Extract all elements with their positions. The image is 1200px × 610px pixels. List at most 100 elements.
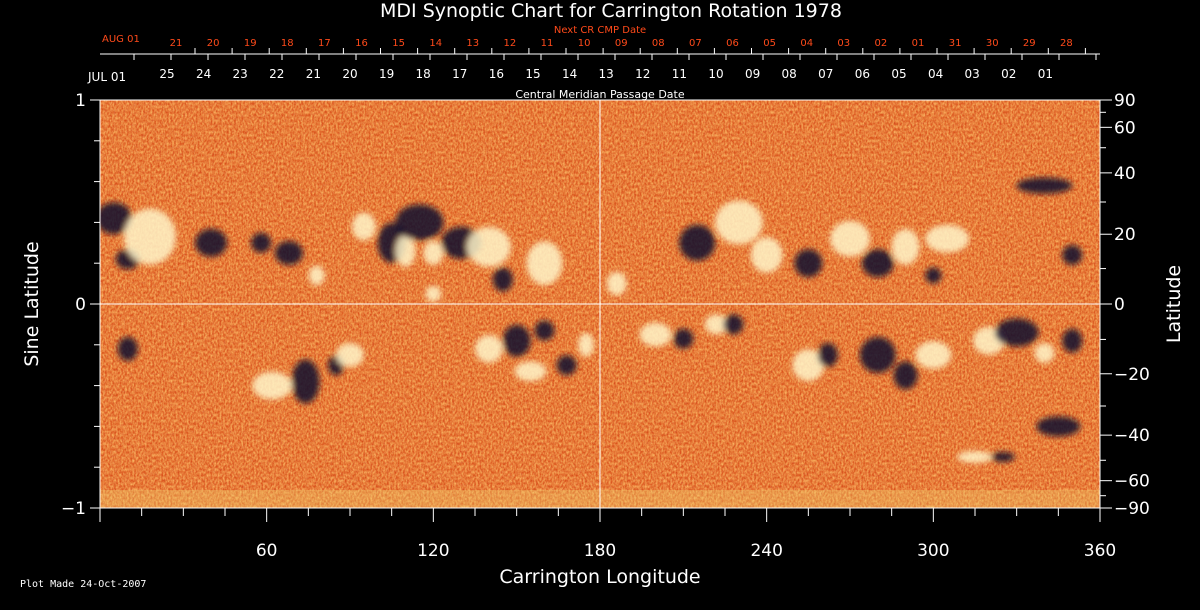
next-cr-date-label: 05 <box>763 38 776 49</box>
cmp-date-label: 25 <box>159 67 174 81</box>
y-right-tick-label: −40 <box>1114 426 1150 446</box>
x-axis-ticks: 60 120 180 240 300 360 <box>99 508 1116 561</box>
next-cr-date-label: 17 <box>318 38 331 49</box>
active-region-mark <box>474 334 503 363</box>
cmp-date-label: 24 <box>196 67 211 81</box>
next-cr-date-label: 13 <box>466 38 479 49</box>
active-region-mark <box>534 320 555 341</box>
next-cr-date-label: 15 <box>392 38 405 49</box>
active-region-mark <box>308 265 325 286</box>
active-region-mark <box>606 271 627 296</box>
next-cr-date-label: 19 <box>244 38 257 49</box>
active-region-mark <box>925 224 970 253</box>
active-region-mark <box>117 336 138 361</box>
active-region-mark <box>274 241 303 265</box>
active-region-mark <box>502 324 531 357</box>
cmp-date-label: 17 <box>452 67 467 81</box>
next-cr-date-label: 29 <box>1023 38 1036 49</box>
chart-title: MDI Synoptic Chart for Carrington Rotati… <box>380 0 842 22</box>
active-region-mark <box>1016 177 1073 194</box>
active-region-mark <box>1062 245 1083 266</box>
y-right-tick-label: −20 <box>1114 365 1150 385</box>
active-region-mark <box>794 249 823 278</box>
active-region-mark <box>195 228 228 257</box>
active-region-mark <box>124 208 176 265</box>
next-cr-date-label: 09 <box>615 38 628 49</box>
next-cr-date-label: 04 <box>800 38 813 49</box>
cmp-date-label: 07 <box>818 67 833 81</box>
y-left-tick-label: −1 <box>61 499 86 519</box>
active-region-mark <box>466 226 511 267</box>
y-axis-right: 90 60 40 20 0 −20 −40 −60 −90 <box>1100 91 1150 519</box>
active-region-mark <box>336 343 364 367</box>
y-axis-title-left: Sine Latitude <box>21 241 43 366</box>
active-region-mark <box>994 318 1039 347</box>
y-right-tick-label: 20 <box>1114 225 1136 245</box>
y-right-tick-label: −90 <box>1114 499 1150 519</box>
next-cr-date-label: 14 <box>429 38 442 49</box>
active-region-mark <box>395 234 416 267</box>
next-cr-date-label: 07 <box>689 38 702 49</box>
cmp-date-label: 16 <box>489 67 504 81</box>
active-region-mark <box>714 200 763 245</box>
x-axis-title: Carrington Longitude <box>499 566 700 588</box>
active-region-mark <box>893 361 918 390</box>
next-start-label: AUG 01 <box>102 34 140 45</box>
y-axis-title-right: Latitude <box>1163 265 1185 343</box>
x-tick-label: 180 <box>584 541 616 561</box>
active-region-mark <box>425 285 442 302</box>
cmp-date-label: 15 <box>525 67 540 81</box>
active-region-mark <box>990 452 1015 462</box>
active-region-mark <box>556 355 577 376</box>
active-region-mark <box>526 241 563 286</box>
next-cr-date-label: 02 <box>875 38 888 49</box>
active-region-mark <box>578 332 595 357</box>
next-cr-date-axis: 21 20 19 18 17 16 15 14 13 12 11 10 09 08 07 06 05 04 03 02… <box>170 38 1086 54</box>
active-region-mark <box>1036 416 1081 437</box>
active-region-mark <box>514 361 547 382</box>
cmp-date-label: 13 <box>599 67 614 81</box>
next-cr-date-label: 03 <box>837 38 850 49</box>
next-cr-date-label: 08 <box>652 38 665 49</box>
cmp-date-label: 08 <box>782 67 797 81</box>
active-region-mark <box>423 241 444 265</box>
cmp-date-label: 20 <box>342 67 357 81</box>
active-region-mark <box>395 204 444 241</box>
active-region-mark <box>830 220 870 257</box>
next-cr-date-label: 30 <box>986 38 999 49</box>
active-region-mark <box>723 314 744 335</box>
next-cr-label: Next CR CMP Date <box>554 25 646 36</box>
active-region-mark <box>251 232 272 253</box>
cmp-date-label: 19 <box>379 67 394 81</box>
y-right-tick-label: −60 <box>1114 472 1150 492</box>
active-region-mark <box>639 322 672 347</box>
cmp-start-label: JUL 01 <box>87 70 126 84</box>
active-region-mark <box>1034 342 1055 363</box>
y-right-tick-label: 60 <box>1114 118 1136 138</box>
active-region-mark <box>925 267 942 284</box>
cmp-date-label: 14 <box>562 67 577 81</box>
next-cr-date-label: 16 <box>355 38 368 49</box>
plot-made-footnote: Plot Made 24-Oct-2007 <box>20 579 147 590</box>
cmp-date-label: 01 <box>1038 67 1053 81</box>
cmp-date-label: 18 <box>416 67 431 81</box>
active-region-mark <box>704 314 729 335</box>
next-cr-date-label: 28 <box>1060 38 1073 49</box>
y-right-tick-label: 0 <box>1114 295 1125 315</box>
cmp-axis-label: Central Meridian Passage Date <box>515 88 684 101</box>
y-left-tick-label: 1 <box>75 91 86 111</box>
cmp-date-label: 22 <box>269 67 284 81</box>
next-cr-date-label: 31 <box>949 38 962 49</box>
next-cr-date-label: 12 <box>504 38 517 49</box>
cmp-date-label: 10 <box>708 67 723 81</box>
x-tick-label: 120 <box>417 541 449 561</box>
next-cr-date-label: 06 <box>726 38 739 49</box>
active-region-mark <box>1062 328 1083 353</box>
cmp-date-axis: 25 24 23 22 21 20 19 18 17 16 15 14 13 12 11 10 09 08 07 06… <box>133 54 1097 81</box>
active-region-mark <box>291 359 320 404</box>
x-tick-label: 360 <box>1084 541 1116 561</box>
cmp-date-label: 03 <box>965 67 980 81</box>
next-cr-date-label: 18 <box>281 38 294 49</box>
cmp-date-label: 06 <box>855 67 870 81</box>
